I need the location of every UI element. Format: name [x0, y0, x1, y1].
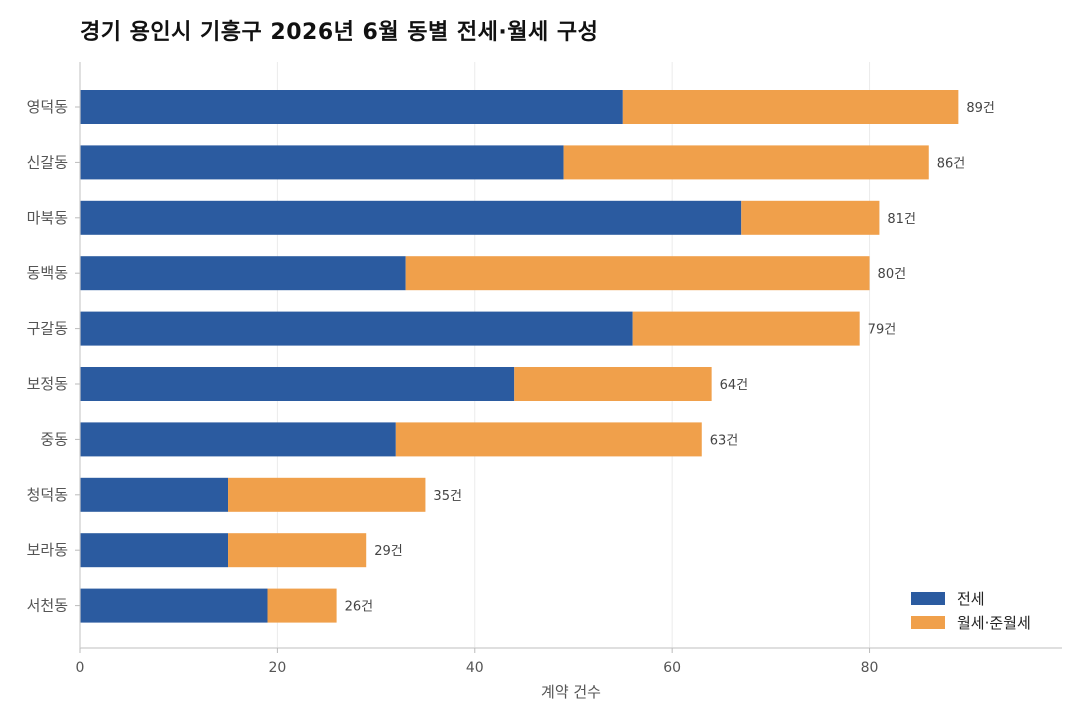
bar-segment-wolse[interactable]	[741, 200, 880, 235]
x-tick-label: 80	[861, 660, 879, 676]
x-axis-title: 계약 건수	[541, 683, 601, 701]
category-label: 청덕동	[27, 486, 69, 504]
category-label: 마북동	[27, 209, 69, 227]
x-tick-label: 40	[466, 660, 484, 676]
legend-swatch	[911, 616, 945, 629]
total-label: 26건	[345, 600, 374, 615]
legend-label: 전세	[957, 590, 985, 608]
category-label: 구갈동	[27, 320, 69, 338]
bar-segment-wolse[interactable]	[563, 145, 929, 180]
bar-segment-wolse[interactable]	[228, 533, 367, 568]
bar-segment-jeonse[interactable]	[80, 533, 229, 568]
total-label: 29건	[374, 544, 403, 559]
bar-segment-wolse[interactable]	[395, 422, 702, 457]
bar-segment-wolse[interactable]	[632, 311, 860, 346]
bar-segment-jeonse[interactable]	[80, 588, 268, 623]
total-label: 89건	[966, 101, 995, 116]
total-label: 63건	[710, 433, 739, 448]
bar-segment-jeonse[interactable]	[80, 200, 742, 235]
category-label: 서천동	[27, 597, 69, 615]
bar-segment-jeonse[interactable]	[80, 367, 515, 401]
total-label: 81건	[887, 212, 916, 227]
category-label: 보라동	[27, 541, 69, 559]
x-tick-label: 60	[663, 660, 681, 676]
category-label: 영덕동	[27, 98, 69, 116]
total-label: 35건	[433, 489, 462, 504]
axes: 0 20 40 60 80 계약 건수	[75, 62, 1062, 701]
chart-title: 경기 용인시 기흥구 2026년 6월 동별 전세·월세 구성	[80, 20, 599, 45]
total-label: 79건	[868, 323, 897, 338]
bar-segment-jeonse[interactable]	[80, 311, 633, 346]
bar-segment-jeonse[interactable]	[80, 256, 406, 291]
bars	[80, 90, 959, 623]
bar-segment-wolse[interactable]	[514, 367, 712, 401]
total-label: 86건	[937, 156, 966, 171]
category-label: 신갈동	[27, 153, 69, 171]
total-label: 64건	[720, 378, 749, 393]
bar-segment-jeonse[interactable]	[80, 422, 396, 457]
x-tick-label: 20	[268, 660, 286, 676]
x-tick-label: 0	[76, 660, 85, 676]
bar-segment-jeonse[interactable]	[80, 477, 229, 512]
bar-segment-wolse[interactable]	[622, 90, 959, 124]
category-label: 중동	[40, 430, 68, 448]
bar-segment-jeonse[interactable]	[80, 90, 623, 124]
bar-segment-wolse[interactable]	[228, 477, 426, 512]
bar-segment-wolse[interactable]	[405, 256, 870, 291]
bar-segment-jeonse[interactable]	[80, 145, 564, 180]
category-label: 동백동	[27, 264, 69, 282]
total-label: 80건	[878, 267, 907, 282]
legend-label: 월세·준월세	[957, 614, 1031, 632]
category-label: 보정동	[27, 375, 69, 393]
bar-segment-wolse[interactable]	[267, 588, 337, 623]
legend-swatch	[911, 592, 945, 605]
